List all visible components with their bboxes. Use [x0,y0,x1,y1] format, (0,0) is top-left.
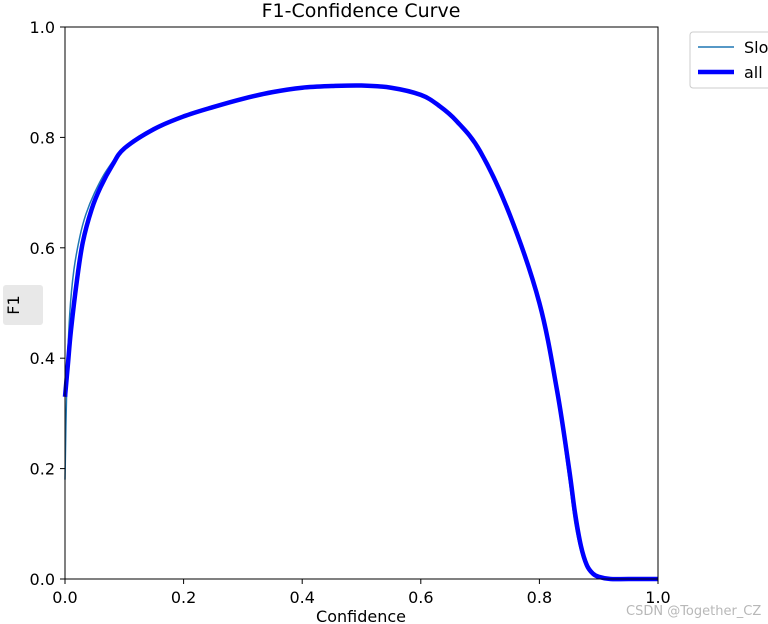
series-line-all [62,83,658,582]
watermark: CSDN @Together_CZ [626,604,761,619]
legend-label-slo: Slo [744,38,768,57]
x-tick-label: 0.8 [527,588,552,607]
y-tick-label: 0.4 [30,349,55,368]
x-tick-label: 0.6 [408,588,433,607]
x-tick-label: 0.4 [289,588,314,607]
x-tick-label: 0.2 [171,588,196,607]
legend: Slo all [689,31,768,89]
y-tick-label: 1.0 [30,18,55,37]
x-tick-label: 1.0 [645,588,670,607]
x-tick-label: 0.0 [52,588,77,607]
series-layer [62,83,658,582]
y-tick-label: 0.8 [30,128,55,147]
y-tick-label: 0.2 [30,460,55,479]
y-axis-label: F1 [4,295,23,314]
y-tick-label: 0.0 [30,570,55,589]
y-axis-label-highlight [3,285,43,325]
y-tick-label: 0.6 [30,239,55,258]
plot-frame [64,26,659,580]
legend-label-all: all [744,63,763,82]
chart-title: F1-Confidence Curve [262,0,461,22]
y-axis: 0.0 0.2 0.4 0.6 0.8 1.0 [30,18,65,589]
x-axis-label: Confidence [316,607,406,624]
x-axis: 0.0 0.2 0.4 0.6 0.8 1.0 [52,579,671,607]
